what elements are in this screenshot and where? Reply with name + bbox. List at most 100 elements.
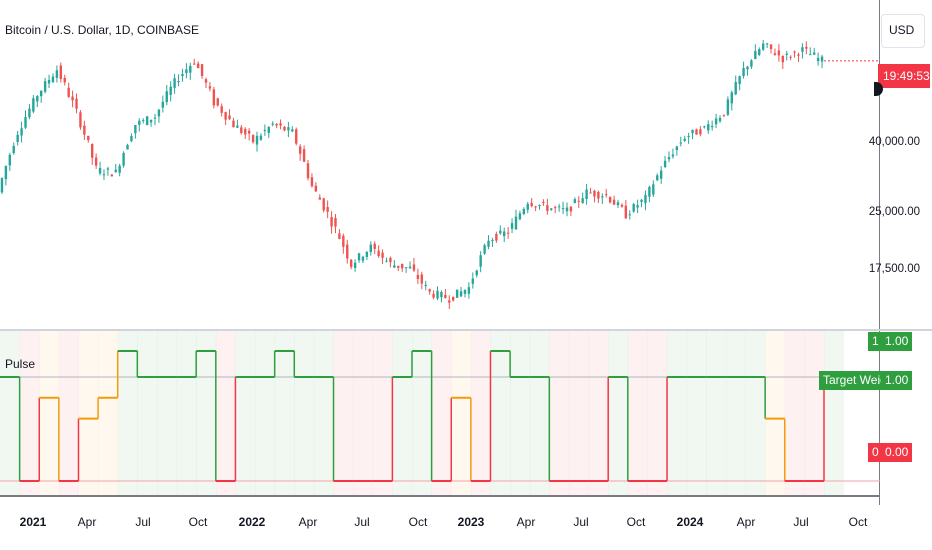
time-axis-label: Apr xyxy=(298,515,318,529)
pulse-background-band xyxy=(608,331,629,495)
candle-body xyxy=(652,184,655,195)
candle-body xyxy=(483,245,486,254)
candle-body xyxy=(554,207,557,209)
candle-body xyxy=(314,185,318,192)
candle-body xyxy=(110,174,114,177)
candle-body xyxy=(605,194,608,196)
candle-body xyxy=(428,289,431,292)
candle-body xyxy=(769,44,773,50)
candle-body xyxy=(616,202,620,206)
candle-body xyxy=(812,52,816,55)
candle-body xyxy=(169,86,172,95)
candle-body xyxy=(820,56,824,62)
candle-body xyxy=(91,143,94,158)
pulse-background-band xyxy=(333,331,354,495)
pulse-background-band xyxy=(0,331,21,495)
pulse-background-band xyxy=(255,331,276,495)
candle-body xyxy=(432,293,435,298)
pulse-background-band xyxy=(372,331,393,495)
candle-body xyxy=(416,274,420,279)
candle-body xyxy=(275,123,278,126)
time-axis-label: Jul xyxy=(573,515,589,529)
candle-body xyxy=(47,80,51,84)
pane-separator[interactable] xyxy=(0,329,932,331)
candle-body xyxy=(793,51,796,53)
pulse-indicator-pane[interactable] xyxy=(0,331,880,495)
candle-body xyxy=(640,199,643,203)
candle-body xyxy=(463,289,467,294)
candle-body xyxy=(801,47,804,52)
candle-body xyxy=(353,262,357,269)
candle-body xyxy=(773,53,777,55)
currency-button[interactable]: USD xyxy=(881,14,925,48)
candle-body xyxy=(161,101,165,108)
pulse-background-band xyxy=(98,331,119,495)
bar-countdown-tag: 19:49:53 xyxy=(878,64,930,88)
candle-body xyxy=(738,76,741,84)
candle-body xyxy=(408,266,412,269)
candle-body xyxy=(102,174,106,176)
time-axis-separator xyxy=(0,495,880,497)
pulse-max-value-tag: 1.00 xyxy=(881,332,913,351)
candle-body xyxy=(98,168,102,174)
pulse-background-band xyxy=(78,331,99,495)
candle-body xyxy=(397,265,400,268)
candle-body xyxy=(628,214,631,216)
pulse-background-band xyxy=(137,331,158,495)
candle-body xyxy=(452,296,455,301)
candle-body xyxy=(707,124,710,131)
candle-body xyxy=(75,98,78,109)
candle-body xyxy=(196,63,200,69)
candle-body xyxy=(36,96,39,102)
candle-body xyxy=(263,130,267,132)
candle-body xyxy=(546,205,549,211)
candle-body xyxy=(298,146,302,154)
candle-body xyxy=(330,217,333,227)
candle-body xyxy=(208,86,212,89)
candle-body xyxy=(134,125,137,134)
pulse-min-index-tag: 0 xyxy=(868,443,881,462)
candle-body xyxy=(67,87,70,97)
price-label-25000: 25,000.00 xyxy=(868,206,920,218)
candle-body xyxy=(714,118,718,125)
candle-body xyxy=(212,89,216,106)
candle-body xyxy=(730,92,733,104)
pulse-background-band xyxy=(568,331,590,495)
price-chart[interactable] xyxy=(0,0,880,328)
time-axis-label: 2022 xyxy=(238,515,266,529)
candle-body xyxy=(503,231,506,237)
candle-body xyxy=(189,65,192,73)
pulse-background-band xyxy=(765,331,786,495)
candle-body xyxy=(236,125,239,128)
candle-body xyxy=(361,256,365,261)
candle-body xyxy=(530,202,533,207)
candle-body xyxy=(644,194,647,204)
pulse-background-band xyxy=(686,331,707,495)
candle-body xyxy=(220,106,223,113)
candle-body xyxy=(342,235,345,247)
candle-body xyxy=(63,77,66,83)
candle-body xyxy=(424,284,427,286)
candle-body xyxy=(385,260,388,262)
pulse-background-band xyxy=(235,331,256,495)
candle-body xyxy=(400,263,404,269)
candle-body xyxy=(420,274,424,284)
candle-body xyxy=(373,243,376,249)
candle-body xyxy=(181,74,184,77)
candle-body xyxy=(94,157,98,166)
candle-body xyxy=(440,291,443,298)
candle-body xyxy=(40,90,43,97)
candle-body xyxy=(165,91,168,103)
pulse-background-band xyxy=(510,331,531,495)
candle-body xyxy=(765,43,769,45)
candle-body xyxy=(216,98,219,106)
candle-body xyxy=(255,135,259,145)
chart-settings-icon[interactable] xyxy=(874,82,883,96)
candle-body xyxy=(259,135,263,140)
candle-body xyxy=(695,129,698,135)
time-axis-label: Jul xyxy=(135,515,151,529)
candle-body xyxy=(809,54,812,56)
candle-body xyxy=(244,128,247,135)
candle-body xyxy=(126,144,129,150)
pulse-background-band xyxy=(313,331,335,495)
